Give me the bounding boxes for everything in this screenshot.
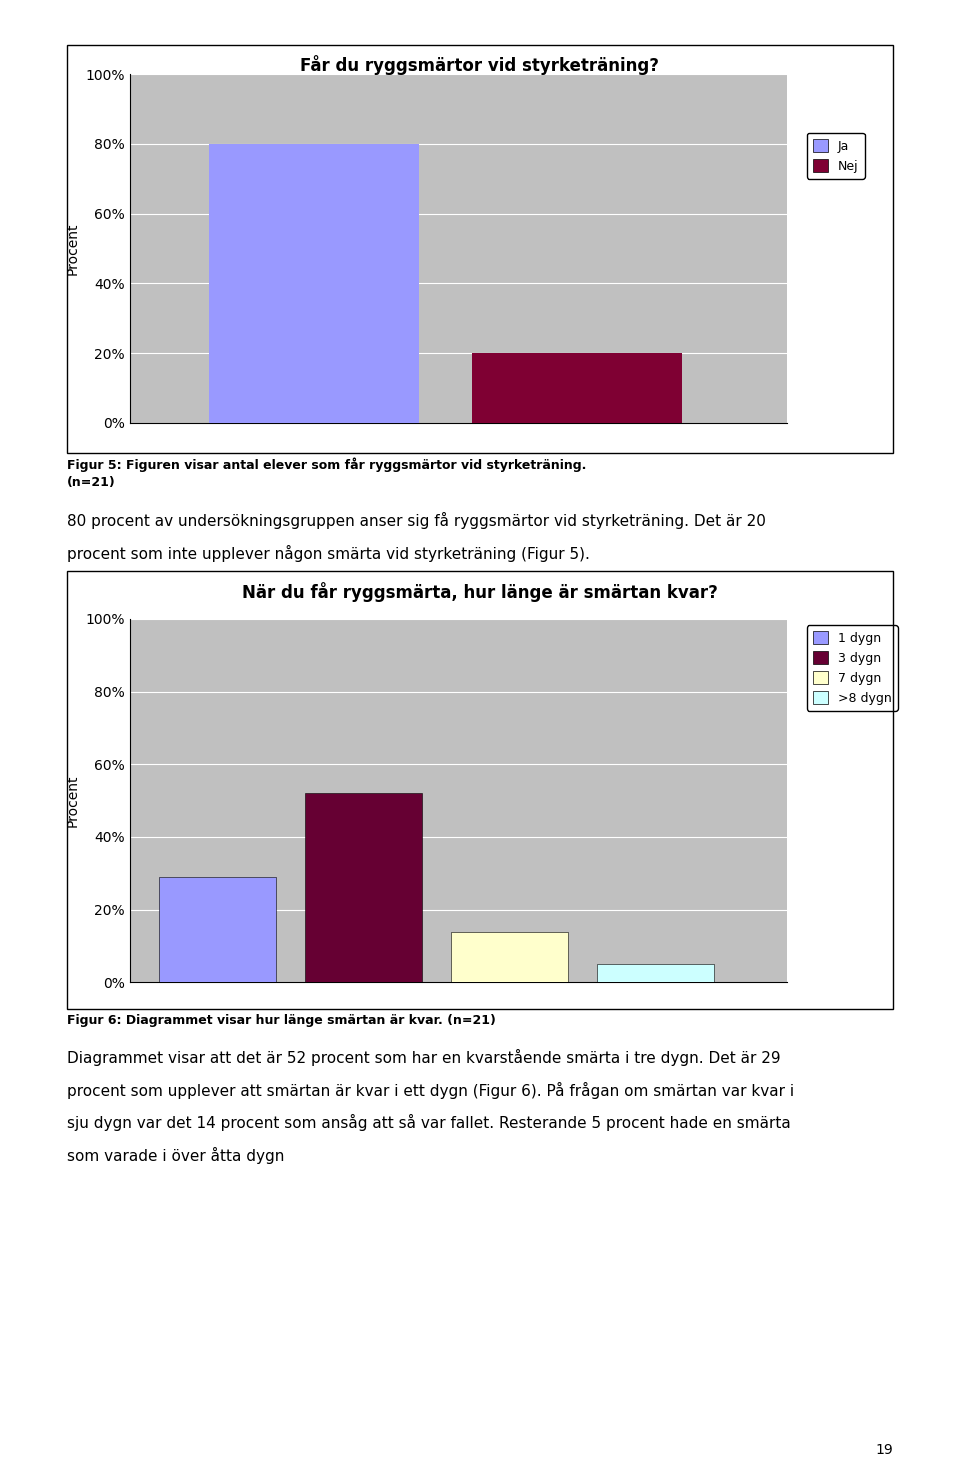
Bar — [451, 932, 568, 982]
Text: Figur 5: Figuren visar antal elever som får ryggsmärtor vid styrketräning.: Figur 5: Figuren visar antal elever som … — [67, 457, 587, 472]
Text: När du får ryggsmärta, hur länge är smärtan kvar?: När du får ryggsmärta, hur länge är smär… — [242, 582, 718, 601]
Legend: Ja, Nej: Ja, Nej — [806, 132, 865, 178]
Text: Diagrammet visar att det är 52 procent som har en kvarstående smärta i tre dygn.: Diagrammet visar att det är 52 procent s… — [67, 1049, 780, 1066]
Y-axis label: Procent: Procent — [65, 223, 80, 275]
Bar — [471, 353, 682, 423]
Text: Figur 6: Diagrammet visar hur länge smärtan är kvar. (n=21): Figur 6: Diagrammet visar hur länge smär… — [67, 1014, 496, 1027]
Text: sju dygn var det 14 procent som ansåg att så var fallet. Resterande 5 procent ha: sju dygn var det 14 procent som ansåg at… — [67, 1114, 791, 1131]
Text: 80 procent av undersökningsgruppen anser sig få ryggsmärtor vid styrketräning. D: 80 procent av undersökningsgruppen anser… — [67, 512, 766, 528]
Bar — [208, 144, 419, 423]
Text: Får du ryggsmärtor vid styrketräning?: Får du ryggsmärtor vid styrketräning? — [300, 55, 660, 74]
Text: som varade i över åtta dygn: som varade i över åtta dygn — [67, 1147, 284, 1163]
Bar — [597, 965, 714, 982]
Text: procent som inte upplever någon smärta vid styrketräning (Figur 5).: procent som inte upplever någon smärta v… — [67, 545, 590, 561]
Text: 19: 19 — [876, 1444, 893, 1457]
Text: procent som upplever att smärtan är kvar i ett dygn (Figur 6). På frågan om smär: procent som upplever att smärtan är kvar… — [67, 1082, 794, 1098]
Legend: 1 dygn, 3 dygn, 7 dygn, >8 dygn: 1 dygn, 3 dygn, 7 dygn, >8 dygn — [806, 625, 898, 711]
Text: (n=21): (n=21) — [67, 476, 116, 490]
Bar — [158, 877, 276, 982]
Bar — [305, 794, 421, 982]
Y-axis label: Procent: Procent — [65, 775, 80, 827]
